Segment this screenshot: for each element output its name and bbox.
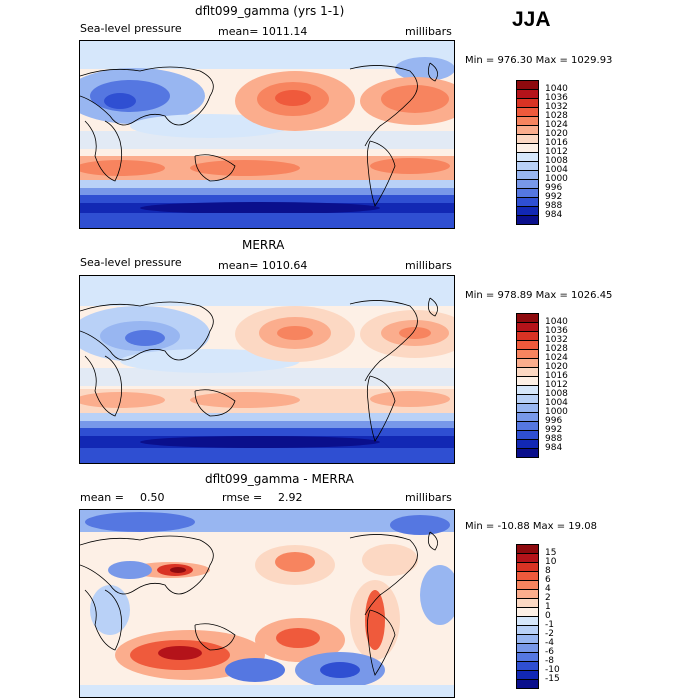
colorbar-label: 1036 — [545, 326, 568, 336]
colorbar-swatch — [516, 679, 539, 689]
colorbar-label: -15 — [545, 674, 560, 684]
panel2-minmax: Min = 978.89 Max = 1026.45 — [465, 290, 613, 301]
colorbar-label: 1020 — [545, 129, 568, 139]
panel2-map — [79, 275, 455, 464]
panel2-variable: Sea-level pressure — [80, 256, 182, 269]
colorbar-label: 992 — [545, 425, 563, 435]
panel3-mean-value: 0.50 — [140, 491, 165, 504]
colorbar-label: -2 — [545, 629, 554, 639]
panel3-map — [79, 509, 455, 698]
colorbar-label: 1004 — [545, 398, 568, 408]
colorbar-swatch — [516, 448, 539, 458]
panel3-colorbar: 15 10 8 6 4 2 1 0 -1 -2 -4 -6 -8 -10 -15 — [516, 544, 586, 694]
colorbar-label: 1000 — [545, 407, 568, 417]
colorbar-label: 6 — [545, 575, 551, 585]
colorbar-label: 1000 — [545, 174, 568, 184]
colorbar-label: 1008 — [545, 156, 568, 166]
colorbar-label: 1 — [545, 602, 551, 612]
panel1-colorbar: 1040 1036 1032 1028 1024 1020 1016 1012 … — [516, 80, 586, 230]
colorbar-label: 984 — [545, 210, 563, 220]
panel1-map — [79, 40, 455, 229]
panel3-units: millibars — [405, 491, 452, 504]
panel2-units: millibars — [405, 259, 452, 272]
panel1-title: dflt099_gamma (yrs 1-1) — [195, 4, 345, 18]
colorbar-label: 988 — [545, 201, 563, 211]
colorbar-label: 1012 — [545, 147, 568, 157]
colorbar-label: 1032 — [545, 335, 568, 345]
colorbar-label: 1024 — [545, 353, 568, 363]
panel1-mean: mean= 1011.14 — [218, 25, 308, 38]
season-label: JJA — [512, 8, 551, 31]
panel3-rmse-value: 2.92 — [278, 491, 303, 504]
panel2-colorbar: 1040 1036 1032 1028 1024 1020 1016 1012 … — [516, 313, 586, 463]
panel2-title: MERRA — [242, 238, 285, 252]
panel1-units: millibars — [405, 25, 452, 38]
panel1-minmax: Min = 976.30 Max = 1029.93 — [465, 55, 613, 66]
colorbar-label: 1012 — [545, 380, 568, 390]
panel3-title: dflt099_gamma - MERRA — [205, 472, 354, 486]
panel1-variable: Sea-level pressure — [80, 22, 182, 35]
colorbar-label: 996 — [545, 183, 563, 193]
colorbar-label: 1008 — [545, 389, 568, 399]
panel2-mean: mean= 1010.64 — [218, 259, 308, 272]
panel3-mean-label: mean = — [80, 491, 124, 504]
colorbar-label: 1020 — [545, 362, 568, 372]
colorbar-label: 10 — [545, 557, 557, 567]
colorbar-label: 988 — [545, 434, 563, 444]
colorbar-label: 2 — [545, 593, 551, 603]
colorbar-label: -10 — [545, 665, 560, 675]
colorbar-label: 1016 — [545, 371, 568, 381]
colorbar-label: 1040 — [545, 84, 568, 94]
colorbar-label: 1032 — [545, 102, 568, 112]
colorbar-label: 992 — [545, 192, 563, 202]
colorbar-label: 1024 — [545, 120, 568, 130]
colorbar-label: -4 — [545, 638, 554, 648]
colorbar-label: 996 — [545, 416, 563, 426]
colorbar-label: -8 — [545, 656, 554, 666]
colorbar-label: -6 — [545, 647, 554, 657]
colorbar-label: 1028 — [545, 111, 568, 121]
colorbar-label: 15 — [545, 548, 557, 558]
colorbar-label: 1036 — [545, 93, 568, 103]
panel3-minmax: Min = -10.88 Max = 19.08 — [465, 521, 597, 532]
colorbar-label: 1028 — [545, 344, 568, 354]
colorbar-label: 1016 — [545, 138, 568, 148]
colorbar-label: -1 — [545, 620, 554, 630]
colorbar-label: 984 — [545, 443, 563, 453]
colorbar-label: 4 — [545, 584, 551, 594]
colorbar-label: 8 — [545, 566, 551, 576]
colorbar-label: 1004 — [545, 165, 568, 175]
colorbar-swatch — [516, 215, 539, 225]
panel3-rmse-label: rmse = — [222, 491, 263, 504]
colorbar-label: 1040 — [545, 317, 568, 327]
colorbar-label: 0 — [545, 611, 551, 621]
